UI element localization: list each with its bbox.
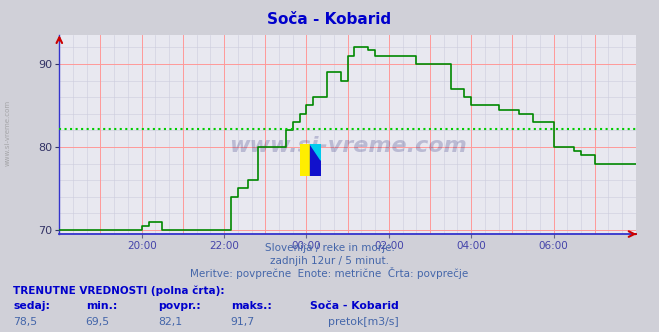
- Text: povpr.:: povpr.:: [158, 301, 201, 311]
- Text: 69,5: 69,5: [86, 317, 110, 327]
- Text: TRENUTNE VREDNOSTI (polna črta):: TRENUTNE VREDNOSTI (polna črta):: [13, 285, 225, 296]
- Text: min.:: min.:: [86, 301, 117, 311]
- Text: 78,5: 78,5: [13, 317, 38, 327]
- Text: Meritve: povprečne  Enote: metrične  Črta: povprečje: Meritve: povprečne Enote: metrične Črta:…: [190, 267, 469, 279]
- Text: maks.:: maks.:: [231, 301, 272, 311]
- Text: Slovenija / reke in morje.: Slovenija / reke in morje.: [264, 243, 395, 253]
- Text: www.si-vreme.com: www.si-vreme.com: [229, 136, 467, 156]
- Text: www.si-vreme.com: www.si-vreme.com: [5, 100, 11, 166]
- Text: pretok[m3/s]: pretok[m3/s]: [328, 317, 399, 327]
- Text: 82,1: 82,1: [158, 317, 183, 327]
- Text: Soča - Kobarid: Soča - Kobarid: [268, 12, 391, 27]
- Text: 91,7: 91,7: [231, 317, 255, 327]
- Text: Soča - Kobarid: Soča - Kobarid: [310, 301, 399, 311]
- Bar: [310, 144, 321, 176]
- Text: zadnjih 12ur / 5 minut.: zadnjih 12ur / 5 minut.: [270, 256, 389, 266]
- Bar: [300, 144, 310, 176]
- Text: sedaj:: sedaj:: [13, 301, 50, 311]
- Polygon shape: [310, 144, 321, 160]
